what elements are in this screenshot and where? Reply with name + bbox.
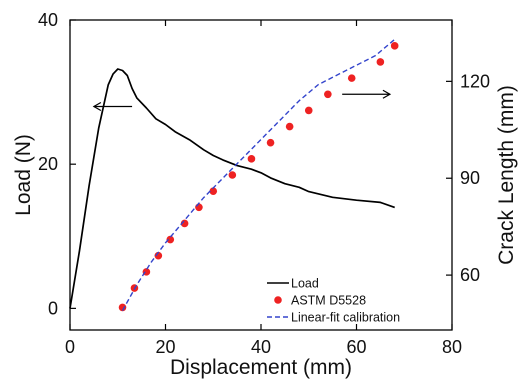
right-y-tick-label: 90 — [460, 168, 480, 188]
tick-labels: 0 20 40 60 80 0 20 40 60 90 120 — [38, 10, 490, 357]
legend-label-load: Load — [291, 277, 319, 291]
series-layer — [69, 38, 399, 312]
load-line — [69, 68, 395, 309]
x-tick-label: 80 — [442, 337, 462, 357]
right-y-tick-label: 60 — [460, 265, 480, 285]
astm-d5528-point — [390, 42, 399, 50]
astm-d5528-point — [347, 74, 356, 82]
astm-d5528-point — [266, 138, 275, 147]
astm-d5528-point — [228, 171, 237, 179]
legend-swatch-astm — [274, 296, 282, 304]
legend: Load ASTM D5528 Linear-fit calibration — [267, 277, 400, 325]
astm-d5528-point — [285, 122, 294, 131]
left-axis-arrow-head — [92, 101, 102, 112]
astm-d5528-point — [304, 106, 313, 115]
x-tick-label: 20 — [155, 337, 175, 357]
left-y-tick-label: 20 — [38, 154, 58, 174]
astm-d5528-point — [154, 251, 163, 260]
astm-d5528-point — [376, 58, 385, 66]
astm-d5528-point — [209, 187, 218, 195]
plot-frame — [69, 19, 453, 331]
astm-d5528-point — [166, 235, 175, 244]
left-axis-title: Load (N) — [12, 134, 35, 216]
right-axis-title: Crack Length (mm) — [495, 85, 518, 265]
astm-d5528-point — [324, 90, 332, 99]
x-tick-label: 0 — [65, 337, 75, 357]
right-y-tick-label: 120 — [460, 71, 490, 91]
left-y-tick-label: 0 — [48, 298, 58, 318]
astm-d5528-point — [118, 303, 127, 312]
legend-label-astm: ASTM D5528 — [291, 294, 366, 308]
axis-ticks — [69, 19, 453, 330]
x-tick-label: 40 — [251, 337, 271, 357]
right-axis-arrow-head — [382, 89, 392, 99]
annotation-layer — [92, 89, 392, 112]
linear-fit-calibration-line — [121, 38, 396, 311]
legend-label-linear-fit: Linear-fit calibration — [291, 311, 400, 325]
astm-d5528-point — [195, 203, 203, 212]
left-y-tick-label: 40 — [38, 10, 58, 30]
astm-d5528-point — [247, 155, 256, 163]
x-tick-label: 60 — [346, 337, 366, 357]
x-axis-title: Displacement (mm) — [170, 356, 352, 379]
